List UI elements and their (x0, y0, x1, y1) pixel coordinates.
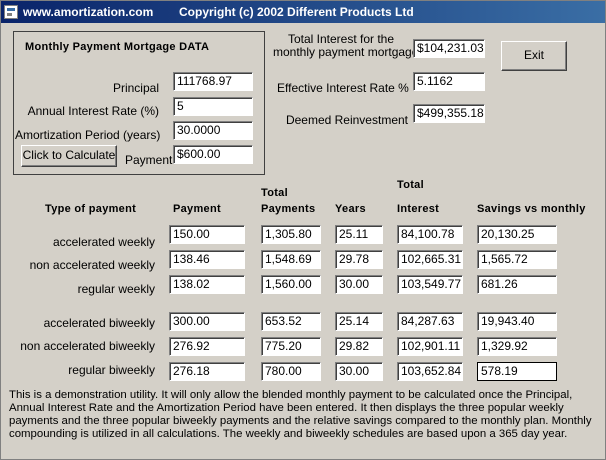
row-type-label: regular weekly (77, 282, 155, 296)
row-interest-field[interactable]: 102,901.11 (397, 337, 463, 356)
row-total-payments-field[interactable]: 1,305.80 (261, 225, 321, 244)
exit-button-label: Exit (523, 48, 544, 62)
total-interest-field[interactable]: $104,231.03 (413, 39, 485, 58)
principal-field[interactable]: 111768.97 (173, 72, 253, 91)
row-total-payments-field[interactable]: 653.52 (261, 312, 321, 331)
rate-field[interactable]: 5 (173, 97, 253, 116)
title-bar[interactable]: www.amortization.com Copyright (c) 2002 … (1, 1, 605, 23)
row-savings-field[interactable]: 1,329.92 (477, 337, 557, 356)
row-interest-field[interactable]: 102,665.31 (397, 250, 463, 269)
row-payment-field[interactable]: 150.00 (169, 225, 245, 244)
period-field[interactable]: 30.0000 (173, 121, 253, 140)
header-total-interest-line2: Interest (397, 203, 440, 215)
rate-label: Annual Interest Rate (%) (27, 104, 159, 118)
principal-label: Principal (112, 81, 159, 95)
header-total-payments-line1: Total (261, 187, 288, 199)
row-payment-field[interactable]: 138.46 (169, 250, 245, 269)
calculate-button[interactable]: Click to Calculate (21, 145, 117, 167)
payment-label: Payment (125, 153, 173, 167)
row-years-field[interactable]: 25.11 (335, 225, 383, 244)
exit-button[interactable]: Exit (501, 41, 567, 71)
header-savings: Savings vs monthly (477, 203, 586, 215)
deemed-reinvestment-field[interactable]: $499,355.18 (413, 104, 485, 123)
row-interest-field[interactable]: 103,652.84 (397, 362, 463, 381)
group-title: Monthly Payment Mortgage DATA (25, 41, 210, 53)
total-interest-label-line1: Total Interest for the (287, 32, 395, 46)
row-interest-field[interactable]: 84,100.78 (397, 225, 463, 244)
row-interest-field[interactable]: 103,549.77 (397, 275, 463, 294)
title-copyright: Copyright (c) 2002 Different Products Lt… (179, 5, 414, 19)
header-type: Type of payment (45, 203, 137, 215)
row-type-label: accelerated weekly (52, 235, 155, 249)
row-type-label: regular biweekly (68, 363, 155, 377)
row-savings-field[interactable]: 1,565.72 (477, 250, 557, 269)
row-years-field[interactable]: 30.00 (335, 362, 383, 381)
row-payment-field[interactable]: 276.18 (169, 362, 245, 381)
row-payment-field[interactable]: 138.02 (169, 275, 245, 294)
total-interest-label-line2: monthly payment mortgage (273, 45, 419, 59)
mortgage-data-group (13, 31, 265, 175)
header-payment: Payment (173, 203, 221, 215)
row-interest-field[interactable]: 84,287.63 (397, 312, 463, 331)
effective-rate-field[interactable]: 5.1162 (413, 72, 485, 91)
row-years-field[interactable]: 30.00 (335, 275, 383, 294)
row-savings-field[interactable]: 681.26 (477, 275, 557, 294)
row-savings-field-focused[interactable]: 578.19 (477, 362, 557, 381)
row-savings-field[interactable]: 19,943.40 (477, 312, 557, 331)
title-url: www.amortization.com (23, 5, 154, 19)
deemed-reinvestment-label: Deemed Reinvestment (285, 113, 408, 127)
row-type-label: non accelerated biweekly (20, 339, 155, 353)
calculate-button-label: Click to Calculate (22, 148, 116, 162)
header-years: Years (335, 203, 366, 215)
row-years-field[interactable]: 29.82 (335, 337, 383, 356)
description-text: This is a demonstration utility. It will… (9, 389, 592, 440)
total-interest-label: Total Interest for the monthly payment m… (273, 32, 419, 59)
row-total-payments-field[interactable]: 780.00 (261, 362, 321, 381)
row-savings-field[interactable]: 20,130.25 (477, 225, 557, 244)
header-total-interest-line1: Total (397, 179, 424, 191)
row-total-payments-field[interactable]: 775.20 (261, 337, 321, 356)
row-years-field[interactable]: 25.14 (335, 312, 383, 331)
row-type-label: non accelerated weekly (29, 258, 155, 272)
payment-field[interactable]: $600.00 (173, 145, 253, 164)
row-payment-field[interactable]: 300.00 (169, 312, 245, 331)
row-years-field[interactable]: 29.78 (335, 250, 383, 269)
header-total-payments-line2: Payments (261, 203, 316, 215)
effective-rate-label: Effective Interest Rate % (277, 81, 409, 95)
row-type-label: accelerated biweekly (43, 316, 155, 330)
row-payment-field[interactable]: 276.92 (169, 337, 245, 356)
app-icon[interactable] (4, 5, 18, 19)
row-total-payments-field[interactable]: 1,560.00 (261, 275, 321, 294)
row-total-payments-field[interactable]: 1,548.69 (261, 250, 321, 269)
period-label: Amortization Period (years) (15, 128, 161, 142)
